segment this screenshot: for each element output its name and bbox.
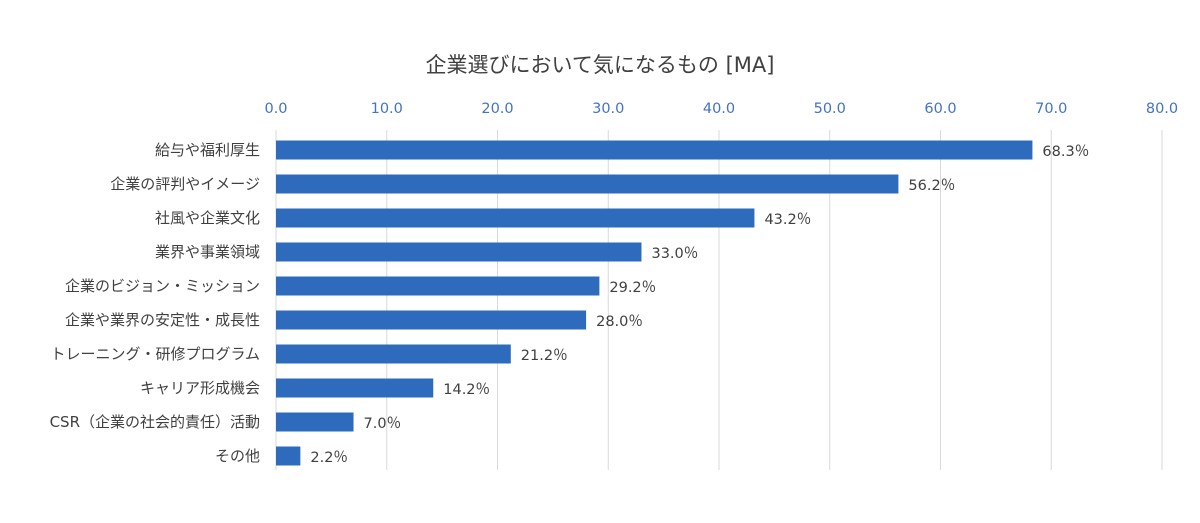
- x-axis-ticks: 0.0 10.0 20.0 30.0 40.0 50.0 60.0 70.0 80.0: [264, 101, 1178, 117]
- x-tick-label: 30.0: [592, 101, 624, 117]
- bar: [276, 412, 354, 432]
- category-label: キャリア形成機会: [140, 379, 260, 397]
- x-tick-label: 10.0: [371, 101, 403, 117]
- data-label: 7.0％: [364, 416, 402, 432]
- x-tick-label: 60.0: [924, 101, 956, 117]
- data-label: 21.2％: [521, 348, 568, 364]
- data-label: 56.2％: [908, 178, 955, 194]
- category-label: 社風や企業文化: [155, 209, 260, 227]
- category-label: 給与や福利厚生: [155, 141, 260, 159]
- x-tick-label: 0.0: [264, 101, 287, 117]
- bar: [276, 378, 434, 398]
- bar: [276, 276, 600, 296]
- category-label: 企業や業界の安定性・成長性: [65, 311, 260, 329]
- data-labels: 68.3％ 56.2％ 43.2％ 33.0％ 29.2％ 28.0％ 21.2％ 14.2％…: [310, 144, 1089, 466]
- x-tick-label: 50.0: [814, 101, 846, 117]
- x-tick-label: 70.0: [1035, 101, 1067, 117]
- x-tick-label: 20.0: [481, 101, 513, 117]
- data-label: 2.2％: [310, 450, 348, 466]
- category-label: 企業の評判やイメージ: [110, 175, 260, 193]
- data-label: 14.2％: [443, 382, 490, 398]
- chart-title: 企業選びにおいて気になるもの [MA]: [426, 53, 775, 77]
- x-tick-label: 40.0: [703, 101, 735, 117]
- bars: [276, 140, 1033, 466]
- bar: [276, 344, 511, 364]
- bar: [276, 208, 755, 228]
- data-label: 33.0％: [651, 246, 698, 262]
- bar: [276, 310, 587, 330]
- category-label: CSR（企業の社会的責任）活動: [50, 413, 260, 431]
- category-label: 業界や事業領域: [155, 243, 260, 261]
- bar: [276, 242, 642, 262]
- data-label: 43.2％: [764, 212, 811, 228]
- category-label: 企業のビジョン・ミッション: [65, 277, 260, 295]
- x-tick-label: 80.0: [1146, 101, 1178, 117]
- bar: [276, 174, 899, 194]
- category-label: その他: [215, 447, 260, 465]
- bar: [276, 446, 301, 466]
- data-label: 29.2％: [609, 280, 656, 296]
- data-label: 28.0％: [596, 314, 643, 330]
- data-label: 68.3％: [1042, 144, 1089, 160]
- category-labels: 給与や福利厚生企業の評判やイメージ社風や企業文化業界や事業領域企業のビジョン・ミ…: [50, 141, 260, 465]
- category-label: トレーニング・研修プログラム: [50, 345, 260, 363]
- bar: [276, 140, 1033, 160]
